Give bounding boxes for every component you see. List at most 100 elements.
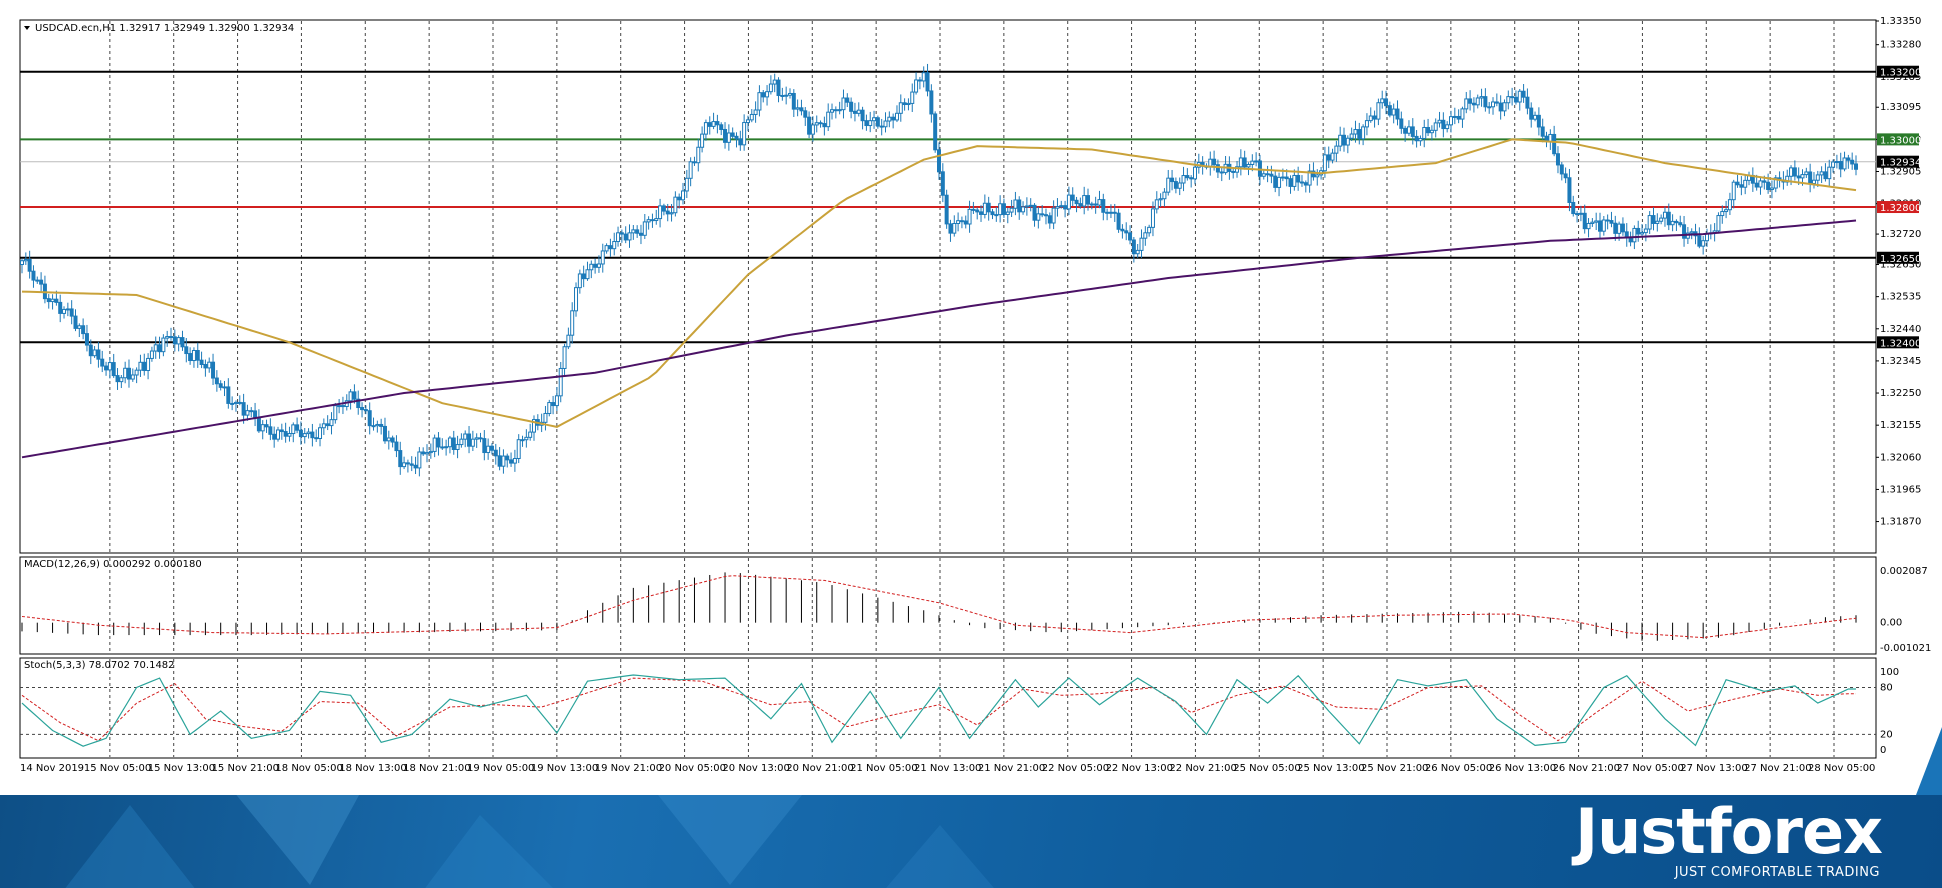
candle-body	[887, 116, 892, 122]
stoch-indicator: 100 80 20 0	[20, 667, 1899, 756]
candle-body	[1601, 219, 1606, 232]
current-price-label: 1.32934	[1880, 158, 1921, 169]
candle-body	[768, 83, 773, 93]
time-tick-label: 20 Nov 21:00	[786, 763, 853, 774]
candle-body	[1349, 133, 1354, 139]
candle-body	[509, 459, 514, 464]
candle-body	[787, 92, 792, 96]
candle-body	[1361, 126, 1366, 140]
candle-body	[428, 450, 433, 454]
candle-body	[730, 132, 735, 137]
candle-body	[1189, 177, 1194, 180]
candle-body	[585, 269, 590, 280]
candle-body	[1047, 215, 1052, 224]
candle-body	[547, 402, 552, 414]
candle-body	[742, 122, 747, 146]
time-tick-label: 14 Nov 2019	[20, 763, 84, 774]
price-levels	[20, 70, 1876, 344]
candle-body	[1074, 199, 1079, 205]
candle-body	[1170, 177, 1175, 183]
price-tick-label: 1.33350	[1880, 16, 1921, 27]
title-dropdown-icon[interactable]	[24, 26, 30, 30]
vertical-grid	[109, 21, 1835, 757]
chart-svg: 1.333501.332801.331851.330951.330001.329…	[19, 16, 1931, 774]
candle-body	[306, 431, 311, 435]
candle-body	[1059, 205, 1064, 208]
time-tick-label: 25 Nov 05:00	[1233, 763, 1300, 774]
candle-body	[1743, 179, 1748, 188]
candle-body	[1173, 181, 1178, 189]
time-tick-label: 26 Nov 13:00	[1489, 763, 1556, 774]
level-price-label: 1.32650	[1880, 254, 1921, 265]
candle-body	[589, 263, 594, 271]
candle-body	[1330, 152, 1335, 161]
candle-body	[405, 462, 410, 465]
candle-body	[1028, 204, 1033, 207]
candle-body	[1517, 90, 1522, 103]
candle-body	[1819, 171, 1824, 176]
candle-body	[661, 205, 666, 212]
level-price-tag	[1877, 65, 1919, 78]
candle-body	[470, 438, 475, 447]
candle-body	[937, 149, 941, 173]
candle-body	[1242, 157, 1247, 168]
candle-body	[272, 433, 277, 440]
time-tick-label: 15 Nov 13:00	[148, 763, 215, 774]
candle-body	[1846, 157, 1851, 161]
candle-body	[1720, 211, 1725, 217]
candle-body	[1105, 211, 1110, 214]
candle-body	[447, 437, 452, 448]
time-tick-label: 22 Nov 13:00	[1106, 763, 1173, 774]
time-tick-label: 28 Nov 05:00	[1808, 763, 1875, 774]
candle-body	[1540, 126, 1545, 137]
candle-body	[1689, 231, 1694, 234]
candle-body	[1682, 224, 1687, 239]
candle-body	[413, 464, 418, 469]
candle-body	[1674, 220, 1679, 224]
stoch-tick-label: 80	[1880, 682, 1893, 693]
candle-body	[1395, 108, 1400, 120]
candle-body	[879, 125, 884, 128]
candle-body	[1082, 195, 1087, 207]
candle-body	[1613, 222, 1618, 234]
candle-body	[898, 102, 903, 114]
footer-decoration	[60, 805, 200, 888]
candle-body	[1391, 108, 1396, 116]
candle-body	[96, 349, 101, 360]
candle-body	[1769, 187, 1774, 190]
candle-body	[1284, 176, 1289, 180]
candle-body	[1800, 174, 1805, 179]
candle-body	[753, 109, 758, 115]
candle-body	[425, 452, 430, 455]
candle-body	[1422, 126, 1427, 139]
candle-body	[604, 245, 609, 252]
candle-body	[199, 359, 204, 365]
candle-body	[982, 202, 987, 215]
price-tick-label: 1.33280	[1880, 40, 1921, 51]
candle-body	[807, 116, 812, 135]
candle-body	[593, 263, 598, 268]
candle-body	[161, 337, 166, 353]
candle-body	[1598, 220, 1603, 232]
candle-body	[1089, 203, 1094, 206]
candle-body	[486, 445, 491, 454]
candle-body	[436, 437, 441, 448]
candle-body	[1475, 97, 1480, 106]
stoch-tick-label: 0	[1880, 745, 1886, 756]
candle-body	[1739, 184, 1744, 188]
candle-body	[1609, 220, 1614, 224]
candle-body	[295, 424, 300, 431]
candle-body	[914, 79, 919, 93]
candle-body	[474, 437, 479, 440]
candle-body	[31, 270, 36, 281]
candle-body	[493, 449, 498, 457]
candle-body	[440, 446, 445, 449]
time-tick-label: 21 Nov 21:00	[978, 763, 1045, 774]
candle-body	[581, 273, 586, 280]
macd-signal-line	[21, 575, 1857, 639]
candle-body	[482, 438, 487, 454]
candle-body	[1277, 176, 1282, 188]
candle-body	[891, 116, 896, 121]
candle-body	[803, 110, 808, 118]
time-tick-label: 27 Nov 13:00	[1680, 763, 1747, 774]
